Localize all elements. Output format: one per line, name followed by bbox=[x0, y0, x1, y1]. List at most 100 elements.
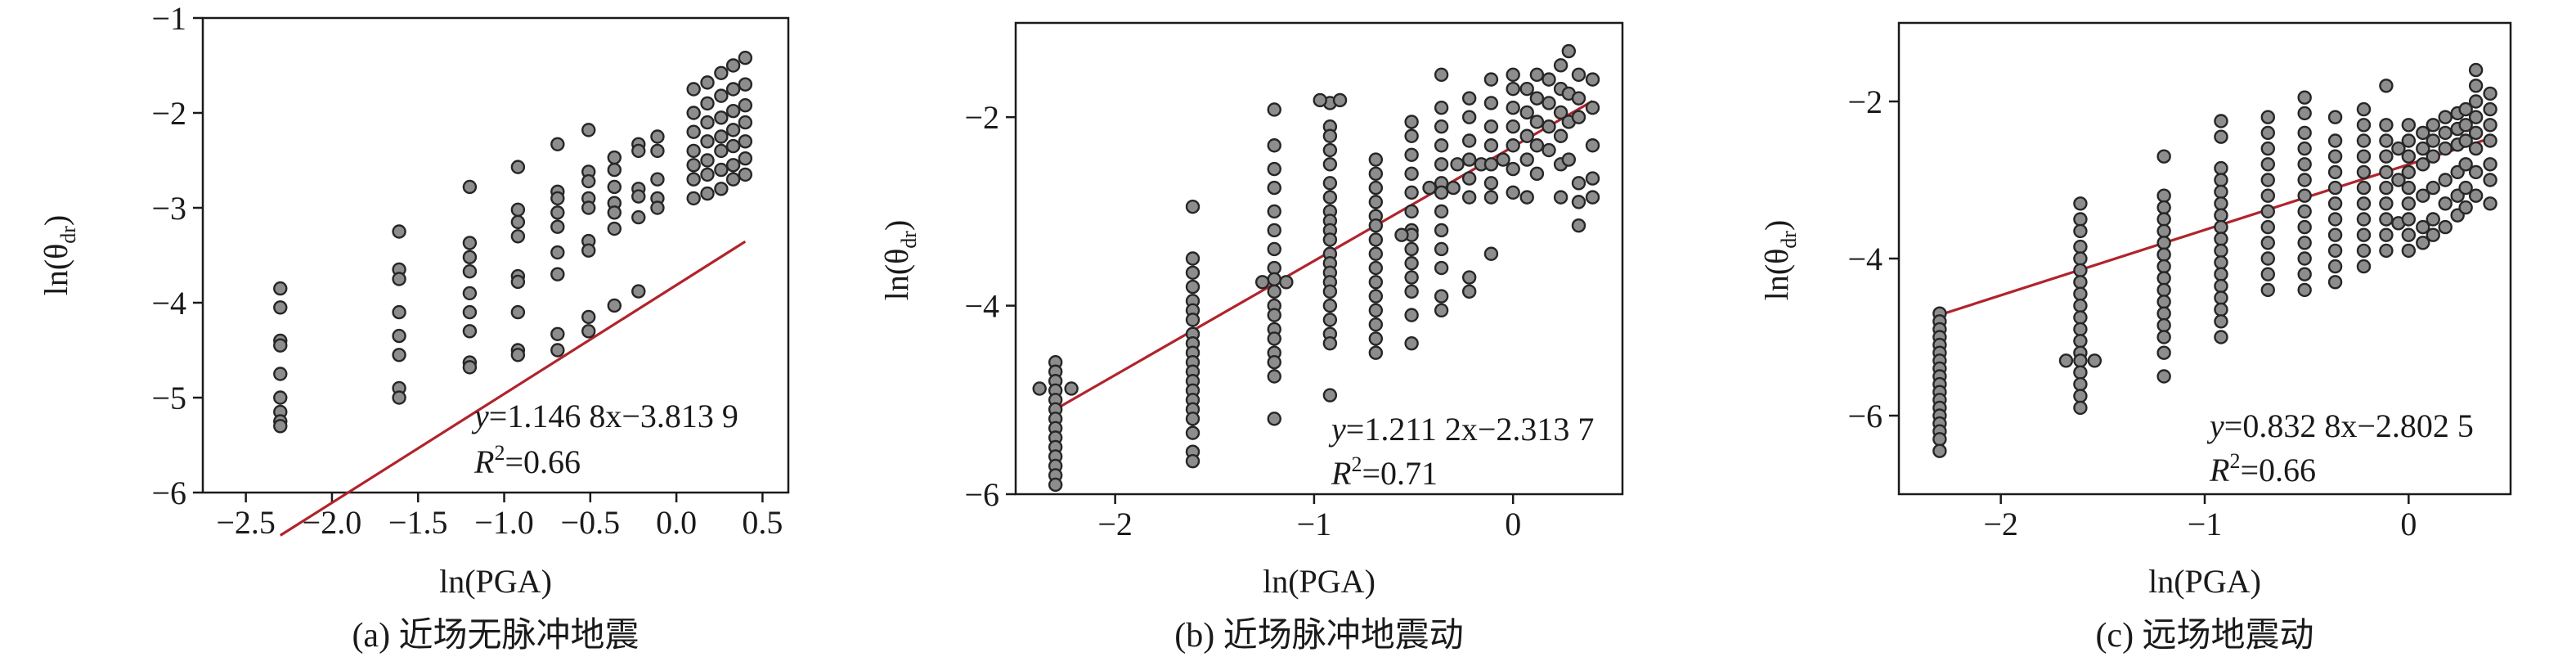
panel-c: −2 −1 0 −6 −4 −2 y=0.832 8x−2.802 5 R2=0.66 l… bbox=[1758, 21, 2512, 655]
data-point bbox=[581, 309, 596, 325]
data-point bbox=[1483, 72, 1499, 87]
data-point bbox=[2073, 365, 2088, 380]
data-point bbox=[1368, 246, 1384, 261]
data-point bbox=[2356, 196, 2372, 211]
data-point bbox=[1404, 308, 1419, 322]
data-point bbox=[686, 82, 701, 97]
data-point bbox=[1267, 355, 1281, 370]
x-tick-label: 0.0 bbox=[656, 504, 697, 541]
data-point bbox=[2483, 86, 2497, 101]
data-point bbox=[2401, 149, 2417, 164]
data-point bbox=[2297, 173, 2312, 187]
data-point bbox=[1434, 185, 1449, 200]
fit-line bbox=[279, 240, 747, 537]
data-point bbox=[462, 264, 478, 279]
data-point bbox=[738, 151, 753, 166]
data-point bbox=[1322, 298, 1338, 313]
data-point bbox=[2297, 219, 2312, 235]
data-point bbox=[2426, 149, 2440, 164]
data-point bbox=[2401, 243, 2417, 259]
data-point bbox=[607, 205, 622, 220]
data-point bbox=[1267, 241, 1281, 257]
x-axis-label: ln(PGA) bbox=[1263, 563, 1376, 600]
data-point bbox=[2426, 212, 2440, 227]
data-point bbox=[2214, 330, 2228, 344]
scatter-points bbox=[1932, 62, 2497, 458]
data-point bbox=[273, 367, 288, 381]
data-point bbox=[1404, 185, 1419, 200]
y-tick-label: −2 bbox=[151, 95, 186, 132]
x-tick-label: −1 bbox=[2188, 506, 2223, 542]
data-point bbox=[2297, 282, 2312, 298]
data-point bbox=[273, 419, 288, 434]
data-point bbox=[2156, 306, 2171, 321]
data-point bbox=[725, 172, 741, 187]
data-point bbox=[550, 219, 565, 234]
axis-ticks: −2 −1 0 −6 −4 −2 bbox=[1847, 83, 2417, 542]
data-point bbox=[1434, 119, 1449, 134]
y-axis-label: ln(θdr) bbox=[38, 215, 80, 296]
data-point bbox=[550, 343, 565, 358]
data-point bbox=[1450, 157, 1465, 172]
data-point bbox=[1404, 241, 1419, 257]
data-point bbox=[2401, 133, 2417, 148]
data-point bbox=[1585, 171, 1600, 186]
data-point bbox=[1434, 241, 1449, 257]
data-point bbox=[462, 360, 478, 375]
data-point bbox=[1322, 232, 1338, 247]
data-point bbox=[2260, 282, 2275, 298]
y-tick-label: −4 bbox=[151, 285, 186, 322]
data-point bbox=[700, 153, 715, 168]
data-point bbox=[510, 229, 526, 244]
data-point bbox=[1267, 180, 1281, 196]
data-point bbox=[1529, 67, 1545, 83]
data-point bbox=[2073, 251, 2088, 266]
data-point bbox=[1542, 142, 1556, 158]
data-point bbox=[1254, 275, 1270, 290]
data-point bbox=[1267, 204, 1281, 219]
data-point bbox=[1571, 176, 1586, 191]
data-point bbox=[1461, 284, 1477, 299]
data-point bbox=[2356, 164, 2372, 180]
data-point bbox=[2156, 282, 2171, 298]
data-point bbox=[1519, 105, 1534, 120]
data-point bbox=[550, 137, 565, 151]
data-point bbox=[686, 172, 701, 187]
data-point bbox=[2260, 157, 2275, 172]
data-point bbox=[2214, 302, 2228, 317]
y-tick-label: −1 bbox=[151, 0, 186, 37]
data-point bbox=[1322, 142, 1338, 158]
data-point bbox=[581, 123, 596, 137]
data-point bbox=[1519, 81, 1534, 97]
data-point bbox=[1506, 81, 1520, 97]
data-point bbox=[1461, 110, 1477, 124]
data-point bbox=[1506, 138, 1520, 153]
data-point bbox=[2468, 94, 2484, 109]
data-point bbox=[1434, 223, 1449, 238]
data-point bbox=[1267, 223, 1281, 238]
data-point bbox=[2416, 141, 2430, 156]
data-point bbox=[2156, 345, 2171, 360]
data-point bbox=[2327, 164, 2343, 180]
data-point bbox=[510, 214, 526, 230]
data-point bbox=[462, 304, 478, 320]
data-point bbox=[1368, 345, 1384, 360]
data-point bbox=[1368, 152, 1384, 167]
x-tick-label: −2.5 bbox=[216, 504, 276, 541]
data-point bbox=[2297, 157, 2312, 172]
data-point bbox=[1434, 157, 1449, 172]
data-point bbox=[2391, 173, 2406, 187]
data-point bbox=[1553, 190, 1568, 205]
x-tick-label: 0.5 bbox=[742, 504, 783, 541]
data-point bbox=[2416, 188, 2430, 203]
data-point bbox=[738, 167, 753, 182]
data-point bbox=[607, 150, 622, 165]
data-point bbox=[738, 98, 753, 113]
data-point bbox=[2073, 275, 2088, 290]
data-point bbox=[1368, 331, 1384, 346]
data-point bbox=[510, 304, 526, 320]
data-point bbox=[2327, 275, 2343, 290]
data-point bbox=[2356, 118, 2372, 133]
data-point bbox=[1322, 335, 1338, 351]
data-point bbox=[725, 123, 741, 137]
